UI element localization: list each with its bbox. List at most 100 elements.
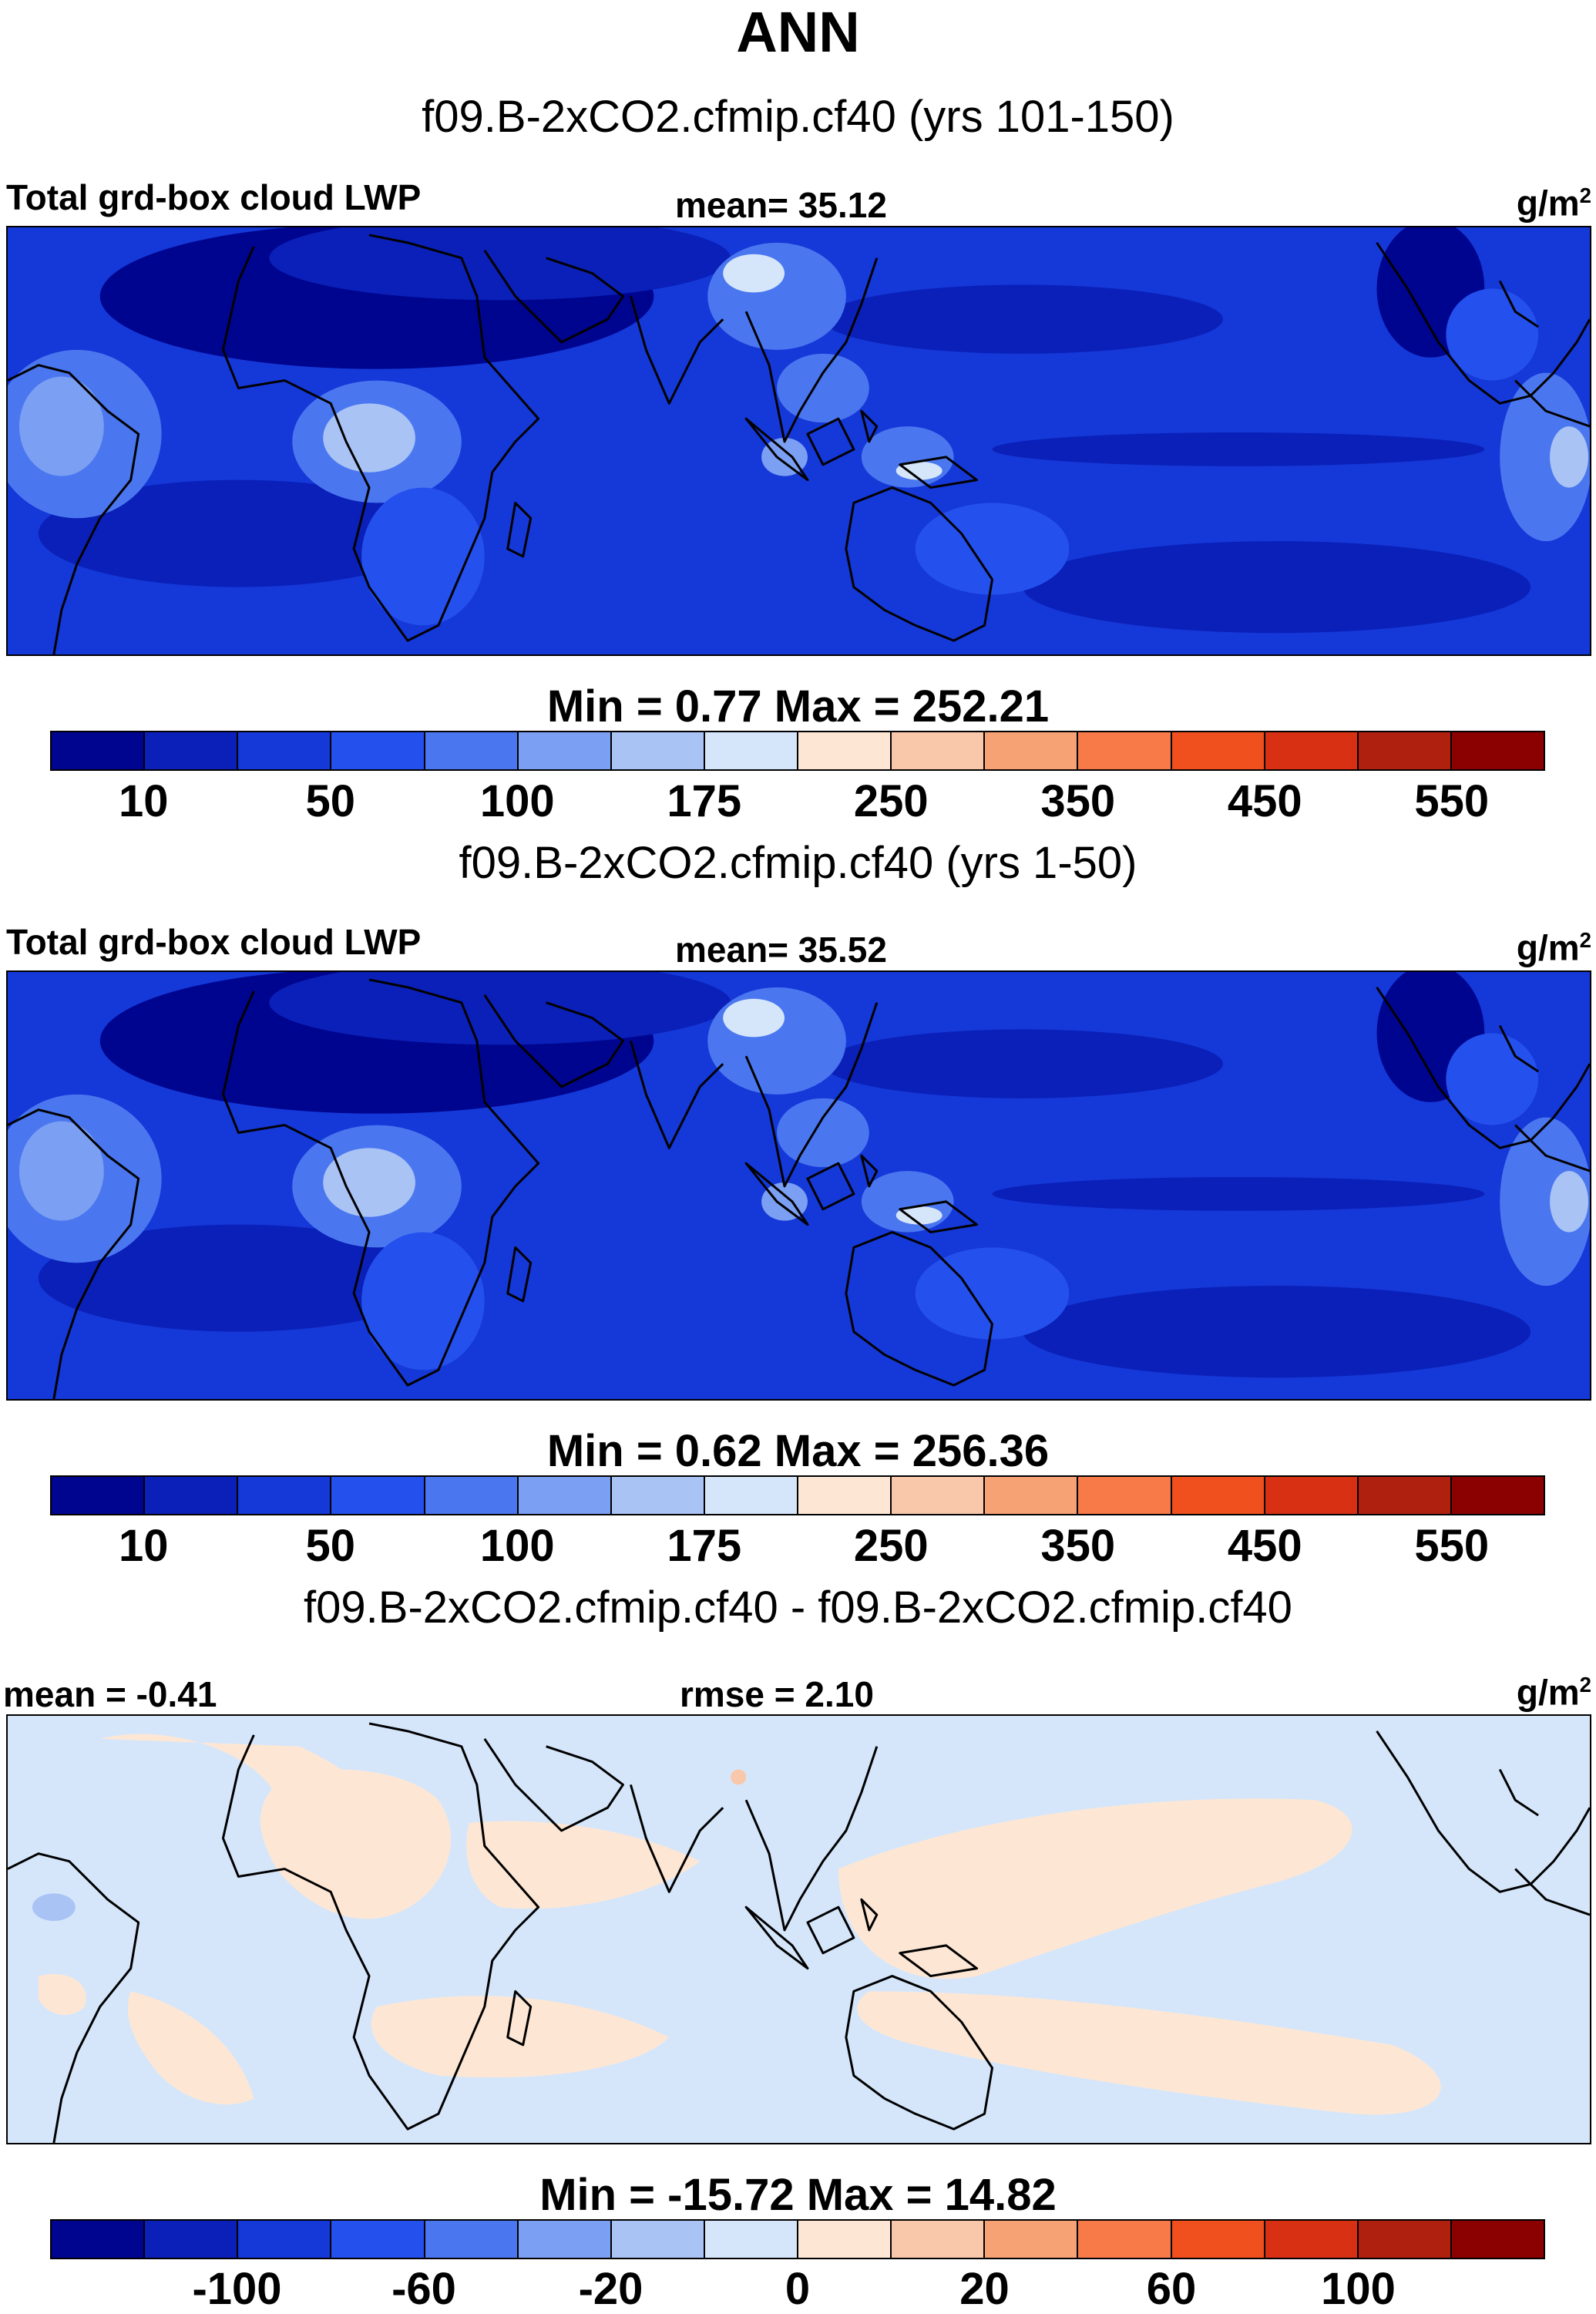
panel-1-colorbar-swatch: [1078, 732, 1172, 769]
panel-2-colorbar-swatch: [985, 1477, 1079, 1514]
panel-2-colorbar-swatch: [1451, 1477, 1544, 1514]
panel-1-colorbar-swatch: [1451, 732, 1544, 769]
panel-2-colorbar-swatch: [892, 1477, 986, 1514]
colorbar-tick-label: 350: [1040, 1521, 1116, 1571]
panel-3-colorbar-ticks: -100 -60 -20 0 20 60 100: [50, 2265, 1545, 2314]
colorbar-tick-label: 20: [959, 2264, 1010, 2314]
panel-1-colorbar: [50, 731, 1545, 771]
panel-3-colorbar-swatch: [985, 2221, 1079, 2258]
panel-1-field: [8, 227, 1590, 654]
panel-1-colorbar-swatch: [704, 732, 798, 769]
figure-title: ANN: [736, 0, 860, 64]
panel-3-colorbar-swatch: [518, 2221, 612, 2258]
panel-2-variable-label: Total grd-box cloud LWP: [6, 922, 422, 962]
panel-1-case-title: f09.B-2xCO2.cfmip.cf40 (yrs 101-150): [422, 92, 1174, 142]
panel-3-map: [6, 1714, 1591, 2144]
panel-2-case-title: f09.B-2xCO2.cfmip.cf40 (yrs 1-50): [459, 838, 1137, 888]
panel-3-mean-label: mean = -0.41: [3, 1674, 217, 1714]
panel-1-minmax: Min = 0.77 Max = 252.21: [546, 681, 1050, 732]
panel-3-colorbar-swatch: [331, 2221, 425, 2258]
panel-3-colorbar-swatch: [1078, 2221, 1172, 2258]
panel-2-colorbar: [50, 1475, 1545, 1515]
panel-3-colorbar-swatch: [611, 2221, 705, 2258]
panel-1-units-label: g/m2: [1516, 183, 1591, 224]
panel-1-colorbar-swatch: [985, 732, 1079, 769]
panel-3-rmse-label: rmse = 2.10: [680, 1674, 874, 1714]
panel-1-colorbar-swatch: [52, 732, 146, 769]
panel-3-units-label: g/m2: [1516, 1672, 1591, 1713]
panel-1-colorbar-swatch: [611, 732, 705, 769]
colorbar-tick-label: -60: [391, 2264, 456, 2314]
panel-1-map-svg: [8, 227, 1590, 654]
panel-3-colorbar-swatch: [798, 2221, 892, 2258]
panel-1-colorbar-swatch: [1265, 732, 1359, 769]
panel-3-colorbar-swatch: [704, 2221, 798, 2258]
panel-2-mean-label: mean= 35.52: [675, 930, 887, 970]
colorbar-tick-label: 10: [118, 776, 169, 826]
panel-1-colorbar-swatch: [1171, 732, 1265, 769]
colorbar-tick-label: 60: [1146, 2264, 1197, 2314]
panel-2-field: [8, 972, 1590, 1399]
colorbar-tick-label: 175: [667, 1521, 742, 1571]
panel-1-colorbar-ticks: 10 50 100 175 250 350 450 550: [50, 777, 1545, 826]
colorbar-tick-label: 550: [1414, 1521, 1490, 1571]
panel-1-colorbar-swatch: [425, 732, 519, 769]
colorbar-tick-label: 100: [479, 776, 555, 826]
panel-3-colorbar-swatch: [238, 2221, 332, 2258]
panel-2-colorbar-swatch: [331, 1477, 425, 1514]
panel-3-colorbar-swatch: [1451, 2221, 1544, 2258]
panel-2-colorbar-swatch: [1265, 1477, 1359, 1514]
panel-3-colorbar: [50, 2219, 1545, 2259]
panel-3-colorbar-swatch: [1265, 2221, 1359, 2258]
panel-2-map-svg: [8, 972, 1590, 1399]
panel-2-colorbar-swatch: [518, 1477, 612, 1514]
panel-1-colorbar-swatch: [892, 732, 986, 769]
panel-2-colorbar-swatch: [704, 1477, 798, 1514]
panel-3-minmax: Min = -15.72 Max = 14.82: [539, 2170, 1057, 2220]
colorbar-tick-label: 175: [667, 776, 742, 826]
panel-2-colorbar-ticks: 10 50 100 175 250 350 450 550: [50, 1522, 1545, 1571]
panel-2-colorbar-swatch: [1171, 1477, 1265, 1514]
colorbar-tick-label: 0: [785, 2264, 811, 2314]
panel-2-colorbar-swatch: [611, 1477, 705, 1514]
colorbar-tick-label: 450: [1227, 776, 1302, 826]
panel-2-units-label: g/m2: [1516, 927, 1591, 968]
colorbar-tick-label: 10: [118, 1521, 169, 1571]
panel-3-colorbar-swatch: [52, 2221, 146, 2258]
panel-3-case-title: f09.B-2xCO2.cfmip.cf40 - f09.B-2xCO2.cfm…: [304, 1582, 1292, 1633]
colorbar-tick-label: 50: [305, 1521, 356, 1571]
panel-3-colorbar-swatch: [1358, 2221, 1452, 2258]
panel-3-colorbar-swatch: [145, 2221, 239, 2258]
panel-2-minmax: Min = 0.62 Max = 256.36: [546, 1426, 1050, 1476]
colorbar-tick-label: 350: [1040, 776, 1116, 826]
panel-1-mean-label: mean= 35.12: [675, 185, 887, 225]
panel-3-colorbar-swatch: [1171, 2221, 1265, 2258]
panel-2-colorbar-swatch: [798, 1477, 892, 1514]
panel-1-variable-label: Total grd-box cloud LWP: [6, 177, 422, 217]
panel-2-colorbar-swatch: [425, 1477, 519, 1514]
colorbar-tick-label: 50: [305, 776, 356, 826]
panel-3-field: [8, 1716, 1590, 2143]
panel-2-colorbar-swatch: [238, 1477, 332, 1514]
colorbar-tick-label: -100: [192, 2264, 282, 2314]
panel-1-colorbar-swatch: [518, 732, 612, 769]
panel-3-colorbar-swatch: [425, 2221, 519, 2258]
panel-1-colorbar-swatch: [1358, 732, 1452, 769]
panel-1-colorbar-swatch: [331, 732, 425, 769]
panel-3-colorbar-swatch: [892, 2221, 986, 2258]
panel-2-colorbar-swatch: [145, 1477, 239, 1514]
colorbar-tick-label: 250: [853, 1521, 929, 1571]
panel-1-map: [6, 226, 1591, 656]
panel-2-map: [6, 970, 1591, 1401]
panel-1-colorbar-swatch: [145, 732, 239, 769]
colorbar-tick-label: 100: [1321, 2264, 1396, 2314]
colorbar-tick-label: 550: [1414, 776, 1490, 826]
panel-1-colorbar-swatch: [798, 732, 892, 769]
panel-3-map-svg: [8, 1716, 1590, 2143]
panel-2-colorbar-swatch: [1358, 1477, 1452, 1514]
colorbar-tick-label: 450: [1227, 1521, 1302, 1571]
colorbar-tick-label: 100: [479, 1521, 555, 1571]
panel-2-colorbar-swatch: [1078, 1477, 1172, 1514]
panel-1-colorbar-swatch: [238, 732, 332, 769]
colorbar-tick-label: 250: [853, 776, 929, 826]
